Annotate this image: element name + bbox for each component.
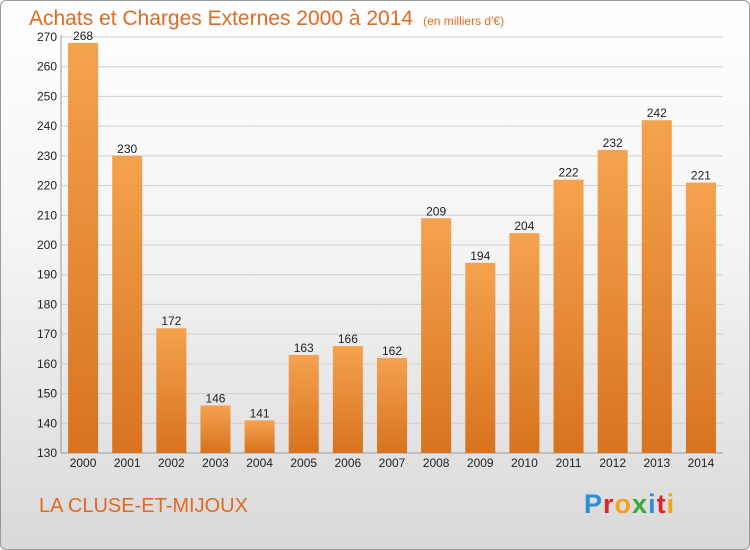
x-tick-label-2013: 2013 <box>643 456 670 470</box>
y-tick-label: 220 <box>37 179 57 193</box>
x-tick-label-2010: 2010 <box>511 456 538 470</box>
data-label-2000: 268 <box>73 29 93 43</box>
bar-2011 <box>553 179 584 453</box>
y-tick-labels: 130 140 150 160 170 180 190 200 210 220 230 240 250 2… <box>37 30 57 460</box>
x-tick-label-2012: 2012 <box>599 456 626 470</box>
bar-2013 <box>641 120 672 453</box>
data-labels: 268 230 172 146 141 163 166 162 209 194 204 222 232 2… <box>73 29 711 420</box>
data-label-2008: 209 <box>426 204 446 218</box>
bars <box>68 42 716 453</box>
data-label-2012: 232 <box>603 136 623 150</box>
data-label-2007: 162 <box>382 344 402 358</box>
x-tick-label-2004: 2004 <box>246 456 273 470</box>
y-tick-label: 180 <box>37 297 57 311</box>
data-label-2011: 222 <box>559 166 579 180</box>
commune-name: LA CLUSE-ET-MIJOUX <box>39 495 248 517</box>
y-tick-label: 150 <box>37 387 57 401</box>
data-label-2009: 194 <box>470 249 490 263</box>
y-tick-label: 210 <box>37 208 57 222</box>
data-label-2005: 163 <box>294 341 314 355</box>
x-tick-label-2011: 2011 <box>556 456 582 470</box>
x-tick-label-2008: 2008 <box>423 456 450 470</box>
logo-letter: i <box>648 489 657 519</box>
y-tick-label: 260 <box>37 60 57 74</box>
y-tick-label: 190 <box>37 268 57 282</box>
x-tick-label-2007: 2007 <box>379 456 406 470</box>
bar-2009 <box>465 262 496 453</box>
bar-2008 <box>421 218 452 453</box>
bar-2002 <box>156 328 187 453</box>
bar-2006 <box>332 346 363 453</box>
data-label-2014: 221 <box>691 169 711 183</box>
bar-2007 <box>377 357 407 453</box>
data-label-2004: 141 <box>250 406 270 420</box>
bar-2005 <box>288 354 319 453</box>
y-tick-label: 130 <box>37 446 57 460</box>
logo-letter: r <box>603 489 615 519</box>
bar-2003 <box>200 405 231 453</box>
bar-2004 <box>244 420 275 453</box>
data-label-2013: 242 <box>647 106 667 120</box>
x-tick-label-2001: 2001 <box>114 456 141 470</box>
chart-title-text: Achats et Charges Externes 2000 à 2014 <box>29 7 414 30</box>
logo-letter: t <box>656 489 667 519</box>
data-label-2001: 230 <box>117 142 137 156</box>
x-tick-label-2014: 2014 <box>688 456 715 470</box>
logo-letter: o <box>614 489 633 519</box>
bar-2014 <box>685 182 716 453</box>
y-tick-label: 270 <box>37 30 57 44</box>
bar-2001 <box>112 155 143 453</box>
chart-title: Achats et Charges Externes 2000 à 2014 (e… <box>29 7 504 31</box>
y-tick-label: 160 <box>37 357 57 371</box>
x-tick-label-2005: 2005 <box>290 456 317 470</box>
bar-2000 <box>68 42 99 453</box>
x-tick-label-2006: 2006 <box>335 456 362 470</box>
bar-2012 <box>597 149 628 453</box>
x-tick-label-2002: 2002 <box>158 456 185 470</box>
y-tick-label: 230 <box>37 149 57 163</box>
bar-2010 <box>509 233 540 453</box>
x-tick-label-2009: 2009 <box>467 456 494 470</box>
logo-letter: P <box>584 489 604 519</box>
data-label-2006: 166 <box>338 332 358 346</box>
y-tick-label: 140 <box>37 416 57 430</box>
y-tick-label: 250 <box>37 89 57 103</box>
proxiti-logo: Proxiti <box>584 489 675 520</box>
logo-letter: i <box>666 489 676 519</box>
y-tick-label: 240 <box>37 119 57 133</box>
x-tick-labels: 2000 2001 2002 2003 2004 2005 2006 2007 2008 2009… <box>70 456 715 470</box>
chart-subtitle: (en milliers d'€) <box>423 14 505 28</box>
logo-letter: x <box>632 489 649 519</box>
y-tick-label: 170 <box>37 327 57 341</box>
data-label-2010: 204 <box>514 219 534 233</box>
data-label-2002: 172 <box>161 314 181 328</box>
x-tick-label-2003: 2003 <box>202 456 229 470</box>
x-tick-label-2000: 2000 <box>70 456 97 470</box>
data-label-2003: 146 <box>205 391 225 405</box>
y-tick-label: 200 <box>37 238 57 252</box>
